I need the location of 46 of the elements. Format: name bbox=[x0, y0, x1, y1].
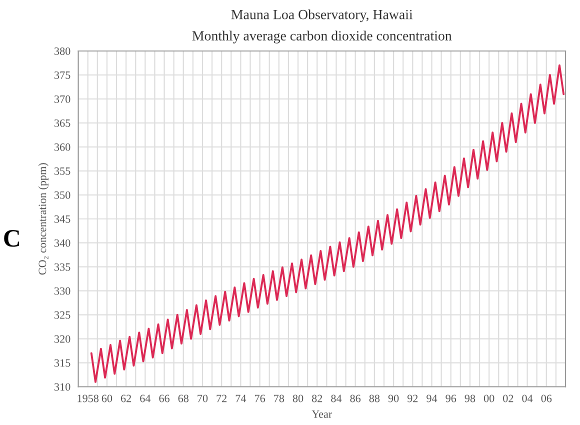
x-tick-label: 96 bbox=[446, 394, 456, 402]
x-tick-label: 78 bbox=[274, 394, 284, 402]
x-tick-label: 74 bbox=[236, 394, 246, 402]
y-tick-label: 350 bbox=[54, 191, 70, 199]
x-tick-label: 84 bbox=[331, 394, 342, 402]
x-tick-label: 70 bbox=[198, 394, 208, 402]
x-tick-label: 88 bbox=[369, 394, 380, 402]
y-tick-label: 380 bbox=[54, 47, 70, 55]
x-tick-label: 04 bbox=[522, 394, 533, 402]
y-tick-label: 325 bbox=[54, 311, 70, 319]
x-axis-title: Year bbox=[312, 410, 332, 418]
x-tick-label: 66 bbox=[159, 394, 170, 402]
y-tick-label: 315 bbox=[54, 359, 70, 367]
x-tick-label: 1958 bbox=[78, 394, 99, 402]
y-tick-label: 375 bbox=[54, 71, 70, 79]
x-tick-label: 92 bbox=[407, 394, 418, 402]
x-tick-label: 02 bbox=[503, 394, 514, 402]
y-tick-label: 355 bbox=[54, 167, 70, 175]
y-tick-label: 360 bbox=[54, 143, 70, 151]
x-tick-label: 60 bbox=[102, 394, 112, 402]
x-tick-label: 64 bbox=[140, 394, 151, 402]
text: C bbox=[4, 230, 20, 247]
x-tick-label: 98 bbox=[464, 394, 476, 402]
x-tick-label: 86 bbox=[350, 394, 361, 402]
x-tick-label: 80 bbox=[292, 394, 304, 402]
y-tick-label: 365 bbox=[54, 119, 70, 127]
x-tick-label: 76 bbox=[254, 394, 266, 402]
y-tick-label: 335 bbox=[54, 263, 70, 271]
y-tick-label: 340 bbox=[54, 239, 70, 247]
x-tick-label: 90 bbox=[388, 394, 399, 402]
chart-subtitle: Monthly average carbon dioxide concentration bbox=[192, 30, 452, 44]
y-axis-title: CO₂ concentration (ppm) bbox=[38, 163, 48, 275]
x-tick-label: 62 bbox=[120, 394, 132, 402]
line-series bbox=[90, 64, 565, 383]
y-tick-label: 310 bbox=[54, 383, 70, 391]
x-tick-label: 68 bbox=[178, 394, 189, 402]
x-tick-label: 82 bbox=[312, 394, 322, 402]
y-tick-label: 330 bbox=[54, 287, 70, 295]
x-tick-label: 06 bbox=[541, 394, 552, 402]
chart-title: Mauna Loa Observatory, Hawaii bbox=[231, 9, 413, 22]
x-tick-label: 00 bbox=[484, 394, 494, 402]
y-tick-label: 345 bbox=[54, 215, 70, 223]
x-tick-label: 94 bbox=[426, 394, 438, 402]
y-tick-label: 320 bbox=[54, 335, 70, 343]
x-tick-label: 72 bbox=[216, 394, 227, 402]
y-tick-label: 370 bbox=[54, 95, 70, 103]
